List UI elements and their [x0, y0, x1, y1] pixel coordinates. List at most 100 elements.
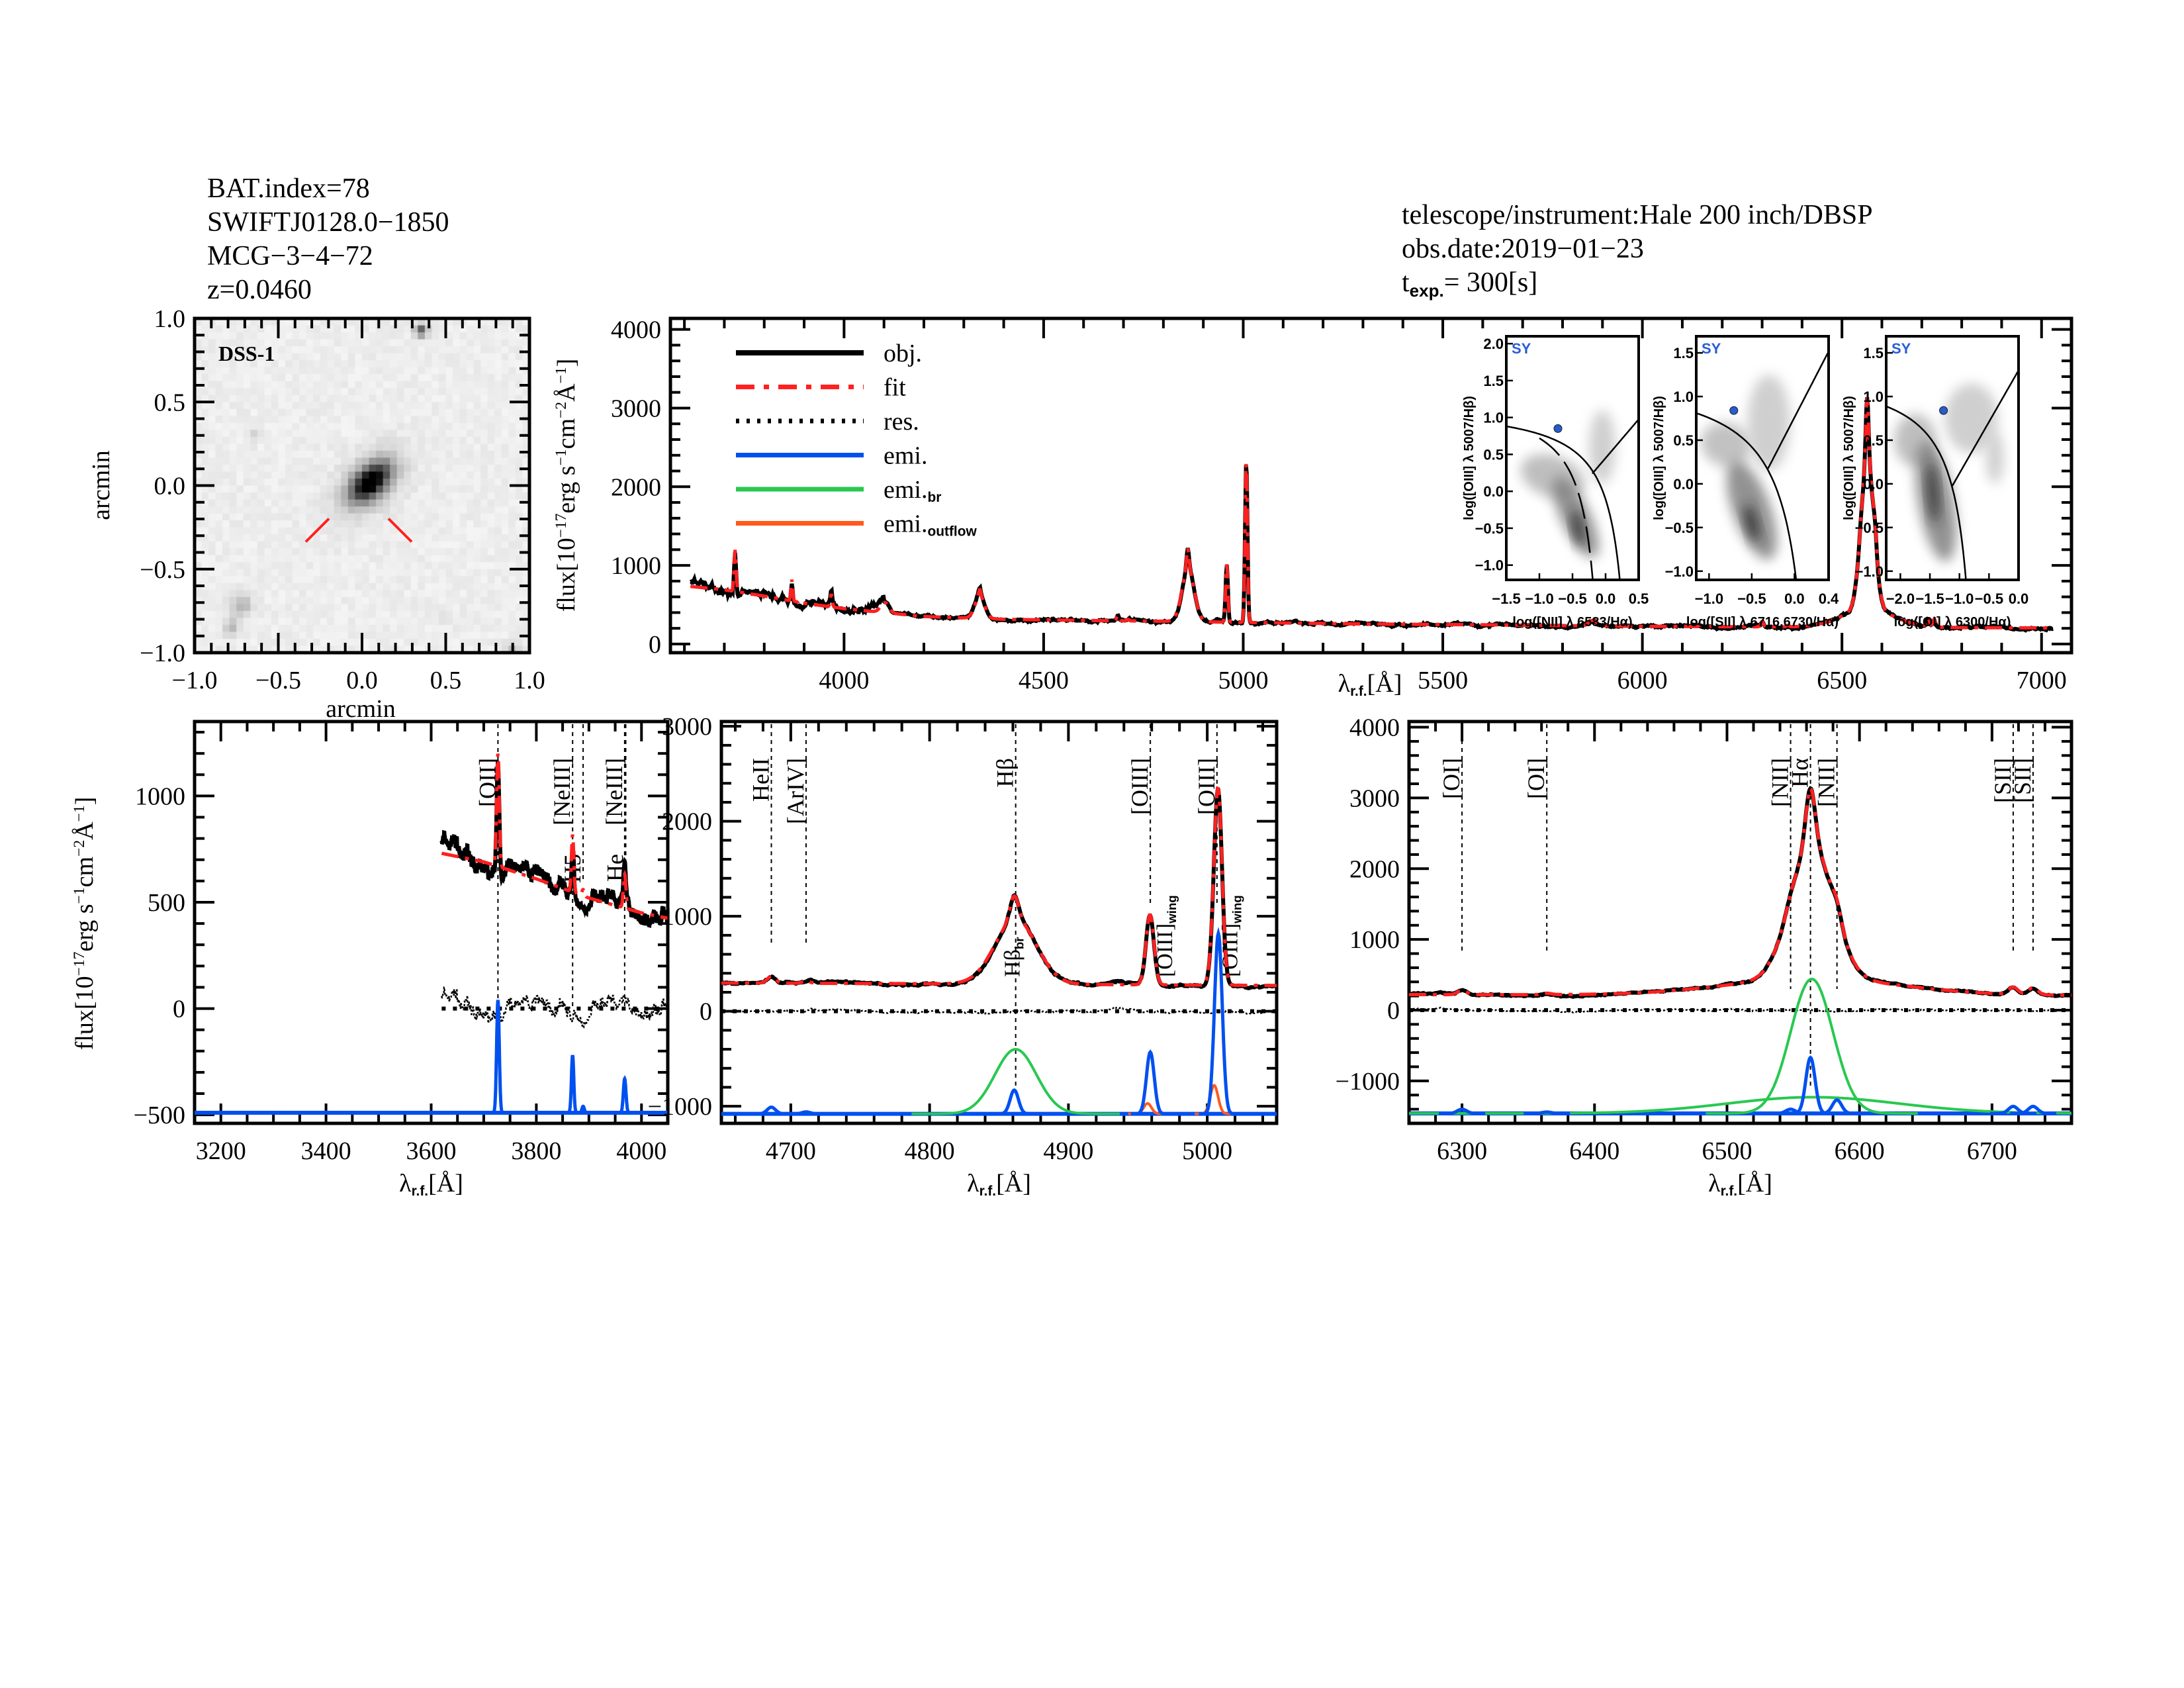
x-tick-label: 6700	[1967, 1137, 2017, 1165]
line-label: Hβ	[992, 758, 1019, 787]
subscript: wing	[1165, 895, 1179, 924]
x-tick-label: 0.5	[430, 667, 462, 694]
y-tick-label: 1.5	[1863, 345, 1884, 361]
component-label: Hβbr	[1000, 937, 1026, 977]
y-tick-label: −0.5	[140, 556, 185, 584]
y-tick-label: 0	[1387, 997, 1400, 1025]
dss-image	[195, 318, 529, 653]
label-part: [Å]	[1367, 670, 1402, 698]
subscript: wing	[1230, 895, 1244, 924]
subscript: r.f.	[1721, 1184, 1738, 1199]
y-tick-label: 4000	[611, 316, 661, 344]
y-tick-label: 2000	[1349, 855, 1400, 883]
x-tick-label: 4000	[616, 1137, 666, 1165]
label-part: ]	[71, 797, 99, 806]
y-tick-label: −0.5	[1855, 520, 1884, 536]
x-tick-label: 5500	[1418, 667, 1468, 694]
y-tick-label: 1000	[1349, 926, 1400, 954]
fit-line	[1409, 786, 2071, 997]
emission-component-[OIII]5007	[1199, 927, 1238, 1116]
label-part: [Å]	[996, 1170, 1031, 1197]
label-part: Å	[553, 383, 580, 402]
object-spectrum-line	[1409, 786, 2071, 999]
bpt-plot-area	[1696, 351, 1829, 580]
density-contour	[1927, 462, 1939, 524]
y-tick-label: 2000	[611, 473, 661, 501]
legend-label-emi_outflow: emi.outflow	[884, 510, 977, 539]
x-tick-label: 6600	[1835, 1137, 1885, 1165]
agn-data-point	[1729, 406, 1739, 415]
y-tick-label: 3000	[662, 713, 712, 741]
bpt-background	[1506, 336, 1639, 580]
bpt-diagram-3: −2.0 −1.5 −1.0 −0.5 0.0−1.0−0.50.00.51.01.5 S…	[1842, 335, 2029, 630]
residual-line	[441, 986, 668, 1029]
x-tick-label: −1.0	[1525, 590, 1553, 607]
superscript: −1	[553, 449, 570, 465]
y-tick-label: −500	[134, 1102, 185, 1129]
x-axis-label: λr.f.[Å]	[399, 1170, 463, 1199]
x-tick-label: 0.0	[346, 667, 378, 694]
x-tick-label: 6500	[1817, 667, 1867, 694]
x-tick-label: 6500	[1702, 1137, 1752, 1165]
demarcation-line	[1506, 425, 1621, 580]
target-marker-left	[304, 518, 330, 543]
emission-component-Hbeta_br	[911, 1048, 1120, 1115]
superscript: −1	[71, 805, 88, 821]
swift-name: SWIFTJ0128.0−1850	[207, 207, 449, 238]
x-tick-label: −0.5	[1558, 590, 1586, 607]
superscript: −17	[553, 513, 570, 538]
x-tick-label: 0.0	[2009, 590, 2029, 607]
x-tick-label: 3800	[511, 1137, 561, 1165]
bpt-frame	[1695, 335, 1830, 581]
y-tick-label: 1.0	[1863, 389, 1884, 405]
emission-component-[NeIII]3968	[617, 1075, 631, 1115]
label-part: cm	[71, 857, 99, 887]
x-tick-label: 7000	[2017, 667, 2067, 694]
x-tick-label: −1.0	[172, 667, 218, 694]
x-tick-label: 0.0	[1596, 590, 1616, 607]
label-part: res.	[884, 408, 919, 436]
line-label: [NII]	[1767, 758, 1794, 807]
exposure-time: texp.= 300[s]	[1402, 266, 1873, 301]
emission-component-Hbeta	[993, 1088, 1035, 1116]
y-tick-label: 0.0	[154, 473, 186, 500]
emission-component-H5	[577, 1104, 589, 1115]
label-part: λ	[1708, 1170, 1721, 1197]
zoom-panel-hbeta: 4700 4800 4900 5000 −1000 0 1000 2000 3000 HeII [A…	[648, 713, 1279, 1199]
texp-sub: exp.	[1409, 281, 1444, 301]
y-tick-label: 2.0	[1483, 336, 1504, 352]
superscript: −17	[71, 951, 88, 976]
obs-date: obs.date:2019−01−23	[1402, 234, 1644, 264]
y-tick-label: −0.5	[1665, 520, 1694, 536]
object-info: BAT.index=78 SWIFTJ0128.0−1850 MCG−3−4−7…	[207, 172, 449, 307]
agn-data-point	[1939, 406, 1948, 415]
density-contour	[1589, 410, 1615, 485]
label-part: λ	[967, 1170, 979, 1197]
x-tick-label: −0.5	[1737, 590, 1766, 607]
spectra	[195, 753, 668, 1115]
x-tick-label: 0.4	[1819, 590, 1839, 607]
demarcation-line	[1951, 369, 2019, 487]
x-tick-label: 5000	[1182, 1137, 1232, 1165]
y-tick-label: 1000	[611, 552, 661, 580]
x-tick-label: 3600	[406, 1137, 457, 1165]
legend-label-res: res.	[884, 408, 919, 436]
y-tick-label: 1.0	[154, 305, 186, 333]
y-tick-label: 0	[173, 996, 185, 1023]
y-tick-label: 3000	[611, 395, 661, 422]
label-part: flux[10	[553, 538, 580, 612]
emission-component-Halpha_vbr	[1409, 1096, 2071, 1115]
object-spectrum-line	[721, 786, 1277, 990]
x-tick-label: 4000	[819, 667, 869, 694]
y-tick-label: 0.0	[1673, 476, 1694, 492]
y-tick-label: 1.0	[1483, 410, 1504, 426]
label-part: flux[10	[71, 976, 99, 1050]
y-tick-label: 4000	[1349, 714, 1400, 742]
y-tick-label: 1000	[135, 782, 185, 810]
demarcation-line	[1539, 437, 1594, 580]
x-tick-label: 4700	[766, 1137, 816, 1165]
emission-component-Halpha_br	[1706, 977, 1918, 1115]
bpt-plot-area	[1506, 410, 1639, 580]
